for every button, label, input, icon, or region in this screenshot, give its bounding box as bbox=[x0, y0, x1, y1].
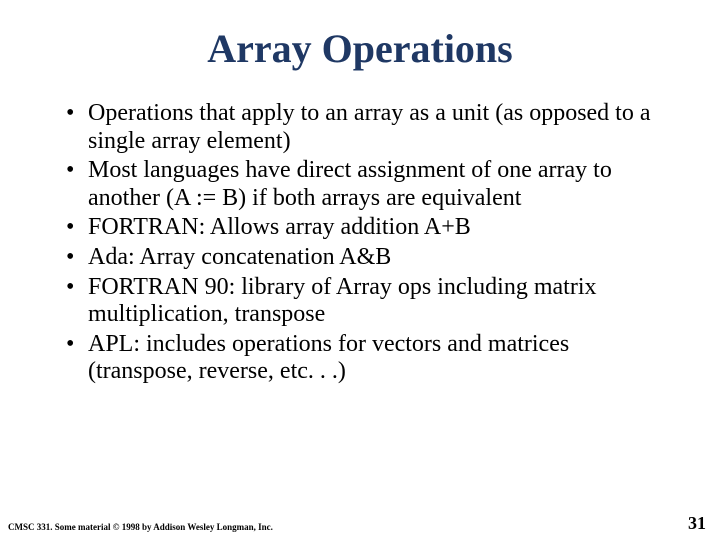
bullet-item: Ada: Array concatenation A&B bbox=[60, 244, 660, 272]
footer-text: CMSC 331. Some material © 1998 by Addiso… bbox=[8, 522, 273, 532]
bullet-item: Operations that apply to an array as a u… bbox=[60, 100, 660, 155]
slide-title: Array Operations bbox=[60, 25, 660, 72]
bullet-item: FORTRAN 90: library of Array ops includi… bbox=[60, 274, 660, 329]
slide-container: Array Operations Operations that apply t… bbox=[0, 0, 720, 540]
bullet-list: Operations that apply to an array as a u… bbox=[60, 100, 660, 386]
bullet-item: Most languages have direct assignment of… bbox=[60, 157, 660, 212]
page-number: 31 bbox=[688, 513, 706, 534]
bullet-item: FORTRAN: Allows array addition A+B bbox=[60, 214, 660, 242]
bullet-item: APL: includes operations for vectors and… bbox=[60, 331, 660, 386]
